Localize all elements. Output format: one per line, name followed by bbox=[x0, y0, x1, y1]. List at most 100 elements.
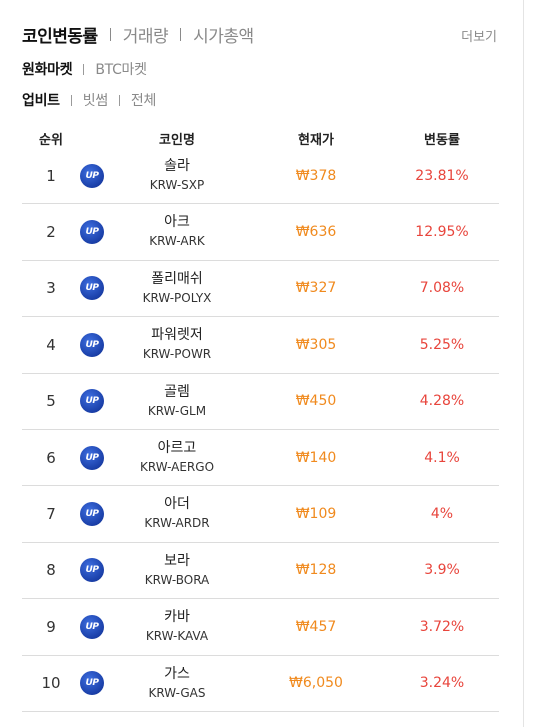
current-price: ₩140 bbox=[295, 449, 337, 466]
upbit-logo-icon: UP bbox=[80, 276, 104, 301]
coin-table-body: 1 UP 솔라 KRW-SXP ₩378 23.81% 2 UP 아크 KRW-ARK ₩636 12… bbox=[22, 148, 499, 712]
tab-volume[interactable]: 거래량 bbox=[122, 26, 169, 47]
current-price: ₩636 bbox=[295, 224, 337, 241]
coin-name-cell[interactable]: 폴리매쉬 KRW-POLYX bbox=[107, 270, 247, 307]
rank-number: 6 bbox=[46, 448, 56, 467]
current-price: ₩457 bbox=[295, 618, 337, 635]
change-rate: 12.95% bbox=[415, 224, 469, 241]
rank-number: 2 bbox=[46, 223, 56, 242]
change-rate: 3.9% bbox=[424, 562, 460, 579]
coin-market-code: KRW-POWR bbox=[142, 347, 212, 362]
rank-number: 4 bbox=[46, 335, 56, 354]
table-row[interactable]: 1 UP 솔라 KRW-SXP ₩378 23.81% bbox=[22, 148, 499, 205]
rank-number: 8 bbox=[46, 561, 56, 580]
coin-name-cell[interactable]: 아크 KRW-ARK bbox=[107, 213, 247, 250]
rank-number: 7 bbox=[46, 505, 56, 524]
exchange-tabs: 업비트 빗썸 전체 bbox=[22, 90, 156, 110]
current-price: ₩305 bbox=[295, 336, 337, 353]
coin-name-cell[interactable]: 골렘 KRW-GLM bbox=[107, 383, 247, 420]
ranking-type-tabs: 코인변동률 거래량 시가총액 bbox=[22, 22, 254, 47]
coin-market-code: KRW-BORA bbox=[144, 572, 210, 587]
column-price: 현재가 bbox=[298, 133, 334, 148]
coin-korean-name: 골렘 bbox=[164, 383, 190, 400]
upbit-logo-icon: UP bbox=[80, 445, 104, 470]
coin-name-cell[interactable]: 파워렛저 KRW-POWR bbox=[107, 326, 247, 363]
table-row[interactable]: 4 UP 파워렛저 KRW-POWR ₩305 5.25% bbox=[22, 317, 499, 374]
change-rate: 4.28% bbox=[419, 393, 465, 410]
upbit-logo-icon: UP bbox=[80, 614, 104, 639]
table-row[interactable]: 3 UP 폴리매쉬 KRW-POLYX ₩327 7.08% bbox=[22, 261, 499, 318]
column-rank: 순위 bbox=[39, 133, 63, 148]
upbit-logo-icon: UP bbox=[80, 220, 104, 245]
coin-name-cell[interactable]: 카바 KRW-KAVA bbox=[107, 608, 247, 645]
coin-market-code: KRW-GAS bbox=[148, 685, 206, 700]
current-price: ₩6,050 bbox=[289, 675, 343, 692]
tab-upbit[interactable]: 업비트 bbox=[22, 93, 60, 109]
coin-name-cell[interactable]: 가스 KRW-GAS bbox=[107, 665, 247, 702]
change-rate: 3.24% bbox=[419, 675, 465, 692]
rank-number: 10 bbox=[41, 674, 61, 693]
coin-korean-name: 아르고 bbox=[157, 439, 197, 456]
upbit-logo-icon: UP bbox=[80, 332, 104, 357]
change-rate: 3.72% bbox=[419, 618, 465, 635]
upbit-logo-icon: UP bbox=[80, 163, 104, 188]
tab-divider bbox=[70, 94, 72, 106]
current-price: ₩109 bbox=[295, 506, 337, 523]
coin-market-code: KRW-GLM bbox=[147, 403, 207, 418]
table-row[interactable]: 6 UP 아르고 KRW-AERGO ₩140 4.1% bbox=[22, 430, 499, 487]
market-tabs: 원화마켓 BTC마켓 bbox=[22, 59, 147, 79]
rank-number: 3 bbox=[46, 279, 56, 298]
upbit-logo-icon: UP bbox=[80, 558, 104, 583]
upbit-logo-icon: UP bbox=[80, 502, 104, 527]
tab-bithumb[interactable]: 빗썸 bbox=[82, 93, 108, 109]
table-header: 순위 코인명 현재가 변동률 bbox=[0, 126, 524, 150]
table-row[interactable]: 2 UP 아크 KRW-ARK ₩636 12.95% bbox=[22, 204, 499, 261]
current-price: ₩450 bbox=[295, 393, 337, 410]
column-change-rate: 변동률 bbox=[424, 133, 460, 148]
current-price: ₩128 bbox=[295, 562, 337, 579]
coin-korean-name: 보라 bbox=[164, 552, 190, 569]
coin-name-cell[interactable]: 보라 KRW-BORA bbox=[107, 552, 247, 589]
table-row[interactable]: 9 UP 카바 KRW-KAVA ₩457 3.72% bbox=[22, 599, 499, 656]
coin-market-code: KRW-KAVA bbox=[145, 629, 209, 644]
upbit-logo-icon: UP bbox=[80, 389, 104, 414]
coin-market-code: KRW-AERGO bbox=[139, 459, 215, 474]
tab-divider bbox=[83, 63, 85, 75]
tab-divider bbox=[180, 27, 182, 41]
tab-divider bbox=[118, 94, 120, 106]
change-rate: 4.1% bbox=[424, 449, 460, 466]
tab-all-exchanges[interactable]: 전체 bbox=[130, 93, 157, 109]
coin-korean-name: 폴리매쉬 bbox=[151, 270, 203, 287]
coin-market-code: KRW-SXP bbox=[149, 178, 205, 192]
coin-korean-name: 아더 bbox=[164, 496, 190, 513]
coin-korean-name: 카바 bbox=[164, 609, 190, 626]
coin-korean-name: 솔라 bbox=[164, 158, 190, 174]
current-price: ₩327 bbox=[295, 280, 337, 297]
table-row[interactable]: 5 UP 골렘 KRW-GLM ₩450 4.28% bbox=[22, 374, 499, 430]
table-row[interactable]: 8 UP 보라 KRW-BORA ₩128 3.9% bbox=[22, 543, 499, 600]
current-price: ₩378 bbox=[295, 167, 337, 184]
change-rate: 5.25% bbox=[419, 336, 465, 353]
rank-number: 5 bbox=[46, 392, 56, 411]
coin-market-code: KRW-ARK bbox=[149, 234, 205, 249]
table-row[interactable]: 7 UP 아더 KRW-ARDR ₩109 4% bbox=[22, 486, 499, 543]
column-coin-name: 코인명 bbox=[159, 133, 195, 148]
tab-krw-market[interactable]: 원화마켓 bbox=[22, 62, 73, 78]
more-link[interactable]: 더보기 bbox=[461, 30, 497, 45]
table-row[interactable]: 10 UP 가스 KRW-GAS ₩6,050 3.24% bbox=[22, 656, 499, 712]
coin-korean-name: 가스 bbox=[164, 665, 190, 682]
tab-divider bbox=[109, 27, 111, 41]
tab-change-rate[interactable]: 코인변동률 bbox=[22, 26, 98, 47]
rank-number: 1 bbox=[46, 166, 56, 185]
coin-name-cell[interactable]: 아더 KRW-ARDR bbox=[107, 495, 247, 532]
coin-korean-name: 파워렛저 bbox=[151, 327, 203, 344]
coin-name-cell[interactable]: 솔라 KRW-SXP bbox=[107, 157, 247, 194]
coin-market-code: KRW-POLYX bbox=[142, 290, 212, 305]
coin-name-cell[interactable]: 아르고 KRW-AERGO bbox=[107, 439, 247, 476]
tab-btc-market[interactable]: BTC마켓 bbox=[95, 62, 147, 78]
change-rate: 7.08% bbox=[419, 280, 465, 297]
rank-number: 9 bbox=[46, 617, 56, 636]
coin-market-code: KRW-ARDR bbox=[144, 516, 210, 531]
tab-market-cap[interactable]: 시가총액 bbox=[193, 26, 254, 47]
change-rate: 23.81% bbox=[415, 167, 469, 184]
